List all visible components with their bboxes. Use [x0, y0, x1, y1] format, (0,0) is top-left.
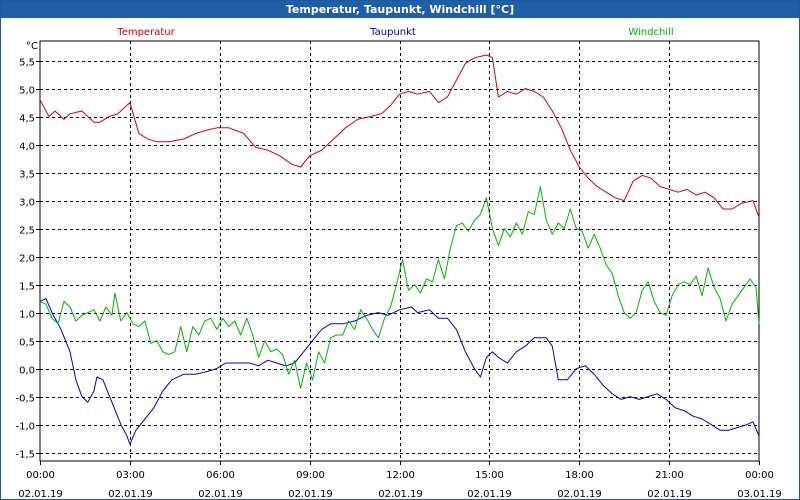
- series-line-windchill: [39, 186, 760, 389]
- x-tick-date: 02.01.19: [18, 489, 63, 499]
- y-tick-label: 5,0: [19, 86, 35, 97]
- x-tick-date: 02.01.19: [108, 489, 153, 499]
- y-tick-label: 4,0: [19, 142, 35, 153]
- x-tick-date: 02.01.19: [467, 489, 512, 499]
- y-tick-label: 1,0: [19, 310, 35, 321]
- plot-border: [39, 40, 760, 462]
- y-tick-label: 2,0: [19, 254, 35, 265]
- x-tick-time: 21:00: [655, 470, 684, 481]
- x-tick-time: 00:00: [745, 470, 774, 481]
- x-tick-time: 12:00: [386, 470, 415, 481]
- y-tick-label: 3,0: [19, 198, 35, 209]
- x-tick-date: 02.01.19: [288, 489, 333, 499]
- axis-layer: 5,5 5,0 4,5 4,0 3,5 3,0 2,5 2,0 1,5 1,0 0,5 0,0 -0,5…: [15, 41, 781, 499]
- y-tick-label: 4,5: [19, 114, 35, 125]
- chart-area: 5,5 5,0 4,5 4,0 3,5 3,0 2,5 2,0 1,5 1,0 0,5 0,0 -0,5…: [15, 27, 781, 499]
- y-tick-label: 0,0: [19, 366, 35, 377]
- x-tick-date: 03.01.19: [737, 489, 782, 499]
- chart-title: Temperatur, Taupunkt, Windchill [°C]: [1, 1, 799, 18]
- y-tick-label: 1,5: [19, 282, 35, 293]
- legend-layer: Temperatur Taupunkt Windchill: [116, 27, 673, 38]
- y-tick-label: 2,5: [19, 226, 35, 237]
- y-tick-label: 0,5: [19, 338, 35, 349]
- x-tick-date: 02.01.19: [557, 489, 602, 499]
- x-tick-time: 09:00: [296, 470, 325, 481]
- x-tick-time: 15:00: [475, 470, 504, 481]
- legend-windchill: Windchill: [628, 27, 673, 38]
- x-tick-time: 18:00: [565, 470, 594, 481]
- x-tick-date: 02.01.19: [647, 489, 692, 499]
- x-tick-time: 06:00: [206, 470, 235, 481]
- x-tick-date: 02.01.19: [198, 489, 243, 499]
- legend-temperatur: Temperatur: [116, 27, 175, 38]
- y-axis-unit: °C: [26, 41, 38, 52]
- grid-layer: [39, 40, 760, 462]
- x-tick-time: 00:00: [26, 470, 55, 481]
- y-tick-label: -1,0: [15, 422, 35, 433]
- x-tick-time: 03:00: [116, 470, 145, 481]
- y-tick-label: 5,5: [19, 58, 35, 69]
- y-tick-label: -0,5: [15, 394, 35, 405]
- series-line-temperatur: [39, 54, 760, 218]
- x-tick-date: 02.01.19: [378, 489, 423, 499]
- series-line-taupunkt: [39, 298, 760, 445]
- legend-taupunkt: Taupunkt: [369, 27, 416, 38]
- series-layer: [39, 54, 760, 445]
- y-tick-label: -1,5: [15, 450, 35, 461]
- y-tick-label: 3,5: [19, 170, 35, 181]
